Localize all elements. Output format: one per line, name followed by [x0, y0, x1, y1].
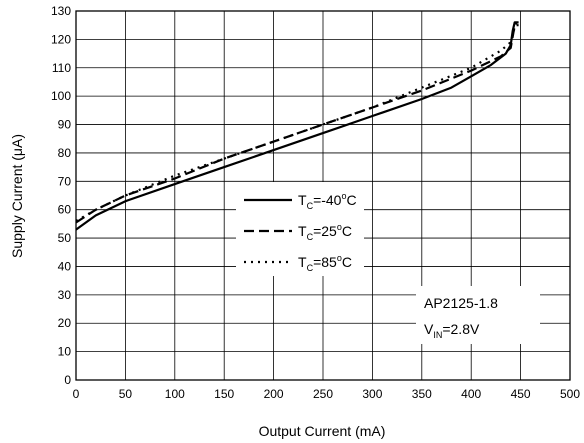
y-tick-label: 120: [51, 32, 71, 46]
annotation-part-number: AP2125-1.8: [424, 295, 498, 311]
legend: TC=-40oC TC=25oC TC=85oC: [236, 182, 364, 276]
x-tick-label: 250: [313, 387, 333, 401]
y-tick-label: 100: [51, 89, 71, 103]
y-tick-label: 50: [58, 231, 72, 245]
y-tick-label: 60: [58, 203, 72, 217]
legend-label: TC=85oC: [298, 253, 352, 273]
y-tick-label: 0: [64, 373, 71, 387]
y-tick-label: 110: [52, 61, 71, 75]
y-tick-label: 40: [58, 259, 72, 273]
x-tick-label: 200: [264, 387, 284, 401]
y-tick-label: 130: [51, 4, 71, 18]
y-axis-label: Supply Current (μA): [9, 134, 25, 258]
x-tick-label: 400: [461, 387, 481, 401]
device-annotation: AP2125-1.8 VIN=2.8V: [416, 286, 540, 344]
x-tick-label: 450: [511, 387, 531, 401]
x-tick-label: 150: [214, 387, 234, 401]
y-tick-label: 70: [58, 174, 72, 188]
x-tick-label: 300: [362, 387, 382, 401]
series-line: [75, 21, 519, 231]
legend-box: [236, 182, 364, 276]
x-tick-label: 500: [560, 387, 580, 401]
y-tick-labels: 0 10 20 30 40 50 60 70 80 90 100 110 120 130: [51, 4, 71, 387]
legend-label: TC=-40oC: [298, 191, 357, 211]
x-tick-labels: 0 50 100 150 200 250 300 350 400 450 500: [73, 387, 581, 401]
y-tick-label: 20: [58, 316, 72, 330]
y-tick-label: 80: [58, 146, 72, 160]
x-tick-label: 350: [412, 387, 432, 401]
annotation-input-voltage: VIN=2.8V: [424, 321, 480, 340]
legend-label: TC=25oC: [298, 222, 352, 242]
series-line: [75, 24, 519, 224]
x-axis-label: Output Current (mA): [259, 423, 386, 439]
x-tick-label: 100: [165, 387, 185, 401]
annotation-box: [416, 286, 540, 344]
y-tick-label: 90: [58, 118, 72, 132]
x-tick-label: 0: [73, 387, 80, 401]
data-series: [75, 21, 519, 231]
x-tick-label: 50: [119, 387, 133, 401]
y-tick-label: 10: [58, 345, 72, 359]
y-tick-label: 30: [58, 288, 72, 302]
plot-frame: [75, 10, 571, 381]
